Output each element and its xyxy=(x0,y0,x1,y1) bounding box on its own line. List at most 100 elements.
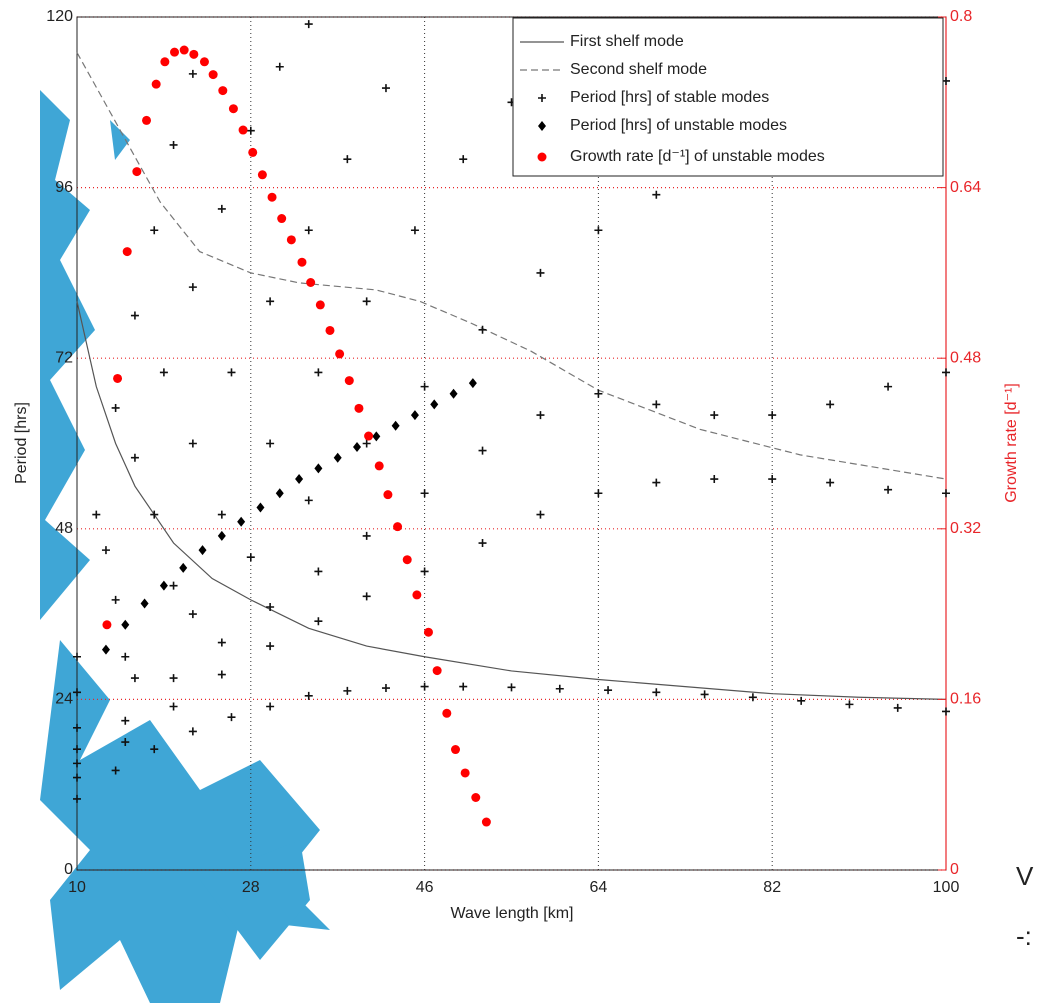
growth-rate-marker xyxy=(354,404,363,413)
stable-mode-marker xyxy=(305,496,313,504)
stable-mode-marker xyxy=(170,582,178,590)
unstable-mode-marker xyxy=(179,563,187,573)
x-tick-label: 10 xyxy=(68,879,86,896)
x-tick-label: 82 xyxy=(763,879,781,896)
y2-tick-label: 0.48 xyxy=(950,349,981,366)
stable-mode-marker xyxy=(701,690,709,698)
growth-rate-marker xyxy=(123,247,132,256)
growth-rate-marker xyxy=(132,167,141,176)
stable-mode-marker xyxy=(411,226,419,234)
growth-rate-marker xyxy=(200,57,209,66)
unstable-mode-marker xyxy=(199,545,207,555)
stable-mode-marker xyxy=(942,368,950,376)
stable-mode-marker xyxy=(227,368,235,376)
stable-mode-marker xyxy=(121,717,129,725)
y-tick-label: 48 xyxy=(55,520,73,537)
unstable-mode-marker xyxy=(469,378,477,388)
stable-mode-marker xyxy=(652,479,660,487)
growth-rate-marker xyxy=(239,126,248,135)
stable-mode-marker xyxy=(170,703,178,711)
stable-mode-marker xyxy=(189,727,197,735)
stable-mode-marker xyxy=(710,411,718,419)
stable-mode-marker xyxy=(343,155,351,163)
stable-mode-marker xyxy=(343,687,351,695)
stable-mode-marker xyxy=(749,693,757,701)
stable-mode-marker xyxy=(826,400,834,408)
growth-rate-marker xyxy=(160,57,169,66)
growth-rate-marker xyxy=(277,214,286,223)
stable-mode-marker xyxy=(652,191,660,199)
y-tick-label: 24 xyxy=(55,691,73,708)
x-axis-label: Wave length [km] xyxy=(450,905,573,922)
growth-rate-marker xyxy=(383,490,392,499)
stable-mode-marker xyxy=(150,511,158,519)
stable-mode-marker xyxy=(266,440,274,448)
growth-rate-marker xyxy=(209,70,218,79)
unstable-mode-marker xyxy=(372,431,380,441)
stable-mode-marker xyxy=(768,475,776,483)
stable-mode-marker xyxy=(92,511,100,519)
y-tick-label: 120 xyxy=(46,8,73,25)
growth-rate-marker xyxy=(451,745,460,754)
stable-mode-marker xyxy=(305,20,313,28)
stable-mode-marker xyxy=(894,704,902,712)
growth-rate-marker xyxy=(393,522,402,531)
stable-mode-marker xyxy=(314,617,322,625)
stable-mode-marker xyxy=(604,686,612,694)
stable-mode-marker xyxy=(218,511,226,519)
stable-mode-marker xyxy=(121,653,129,661)
x-tick-label: 28 xyxy=(242,879,260,896)
stable-mode-marker xyxy=(266,703,274,711)
stable-mode-marker xyxy=(189,610,197,618)
stable-mode-marker xyxy=(218,671,226,679)
stable-mode-marker xyxy=(845,700,853,708)
stable-mode-marker xyxy=(479,447,487,455)
stable-mode-marker xyxy=(189,283,197,291)
stable-mode-marker xyxy=(314,368,322,376)
stable-mode-marker xyxy=(421,383,429,391)
stable-mode-marker xyxy=(459,683,467,691)
stable-mode-marker xyxy=(382,84,390,92)
growth-rate-marker xyxy=(325,326,334,335)
chart: 102846648210002448729612000.160.320.480.… xyxy=(0,0,1037,1003)
growth-rate-marker xyxy=(306,278,315,287)
stable-mode-marker xyxy=(266,642,274,650)
y2-axis-label: Growth rate [d⁻¹] xyxy=(1003,383,1020,503)
growth-rate-marker xyxy=(268,193,277,202)
legend-label: Period [hrs] of stable modes xyxy=(570,89,769,106)
stable-mode-marker xyxy=(556,685,564,693)
stable-mode-marker xyxy=(218,205,226,213)
stable-mode-marker xyxy=(382,684,390,692)
stable-mode-marker xyxy=(160,368,168,376)
legend-label: Period [hrs] of unstable modes xyxy=(570,117,787,134)
stable-mode-marker xyxy=(652,400,660,408)
stable-mode-marker xyxy=(536,269,544,277)
stable-mode-marker xyxy=(768,411,776,419)
stable-mode-marker xyxy=(536,411,544,419)
stable-mode-marker xyxy=(594,226,602,234)
growth-rate-marker xyxy=(471,793,480,802)
stable-mode-marker xyxy=(479,539,487,547)
stable-mode-marker xyxy=(797,697,805,705)
growth-rate-marker xyxy=(248,148,257,157)
growth-rate-marker xyxy=(170,48,179,57)
edge-fragment: -: xyxy=(1016,921,1032,951)
stable-mode-marker xyxy=(150,226,158,234)
y2-tick-label: 0.8 xyxy=(950,8,972,25)
stable-mode-marker xyxy=(479,326,487,334)
stable-mode-marker xyxy=(884,383,892,391)
stable-mode-marker xyxy=(536,511,544,519)
stable-mode-marker xyxy=(131,674,139,682)
growth-rate-marker xyxy=(482,818,491,827)
growth-rate-marker xyxy=(345,376,354,385)
stable-mode-marker xyxy=(652,688,660,696)
stable-mode-marker xyxy=(942,707,950,715)
unstable-mode-marker xyxy=(256,502,264,512)
stable-mode-marker xyxy=(112,404,120,412)
legend-label: First shelf mode xyxy=(570,33,684,50)
growth-rate-marker xyxy=(218,86,227,95)
growth-rate-marker xyxy=(412,590,421,599)
unstable-mode-marker xyxy=(392,421,400,431)
stable-mode-marker xyxy=(170,141,178,149)
